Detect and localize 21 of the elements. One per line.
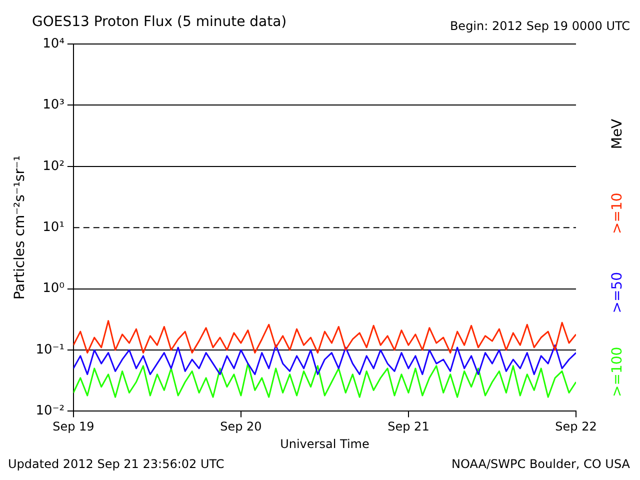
y-tick-label: 10⁻² <box>36 404 64 419</box>
y-tick-label: 10⁰ <box>42 281 64 296</box>
y-tick-label: 10¹ <box>42 220 64 235</box>
x-tick-label: Sep 21 <box>388 420 430 434</box>
y-tick-label: 10² <box>42 158 64 174</box>
text: >=50 <box>610 272 626 314</box>
x-tick-label: Sep 19 <box>52 420 94 434</box>
x-tick-label: Sep 22 <box>555 420 597 434</box>
text: Updated 2012 Sep 21 23:56:02 UTC <box>8 457 224 471</box>
y-tick-label: 10⁴ <box>42 36 64 52</box>
x-tick-label: Sep 20 <box>220 420 262 434</box>
text: NOAA/SWPC Boulder, CO USA <box>452 457 631 471</box>
y-tick-label: 10³ <box>42 98 64 113</box>
chart-title: GOES13 Proton Flux (5 minute data) <box>32 14 287 30</box>
y-axis-title: Particles cm⁻²s⁻¹sr⁻¹ <box>12 156 28 300</box>
y-tick-label: 10⁻¹ <box>36 342 64 358</box>
text: >=10 <box>610 192 626 234</box>
text: >=100 <box>610 346 626 397</box>
chart-subtitle: Begin: 2012 Sep 19 0000 UTC <box>450 19 630 33</box>
legend-title: MeV <box>610 118 626 150</box>
x-axis-title: Universal Time <box>280 436 370 451</box>
